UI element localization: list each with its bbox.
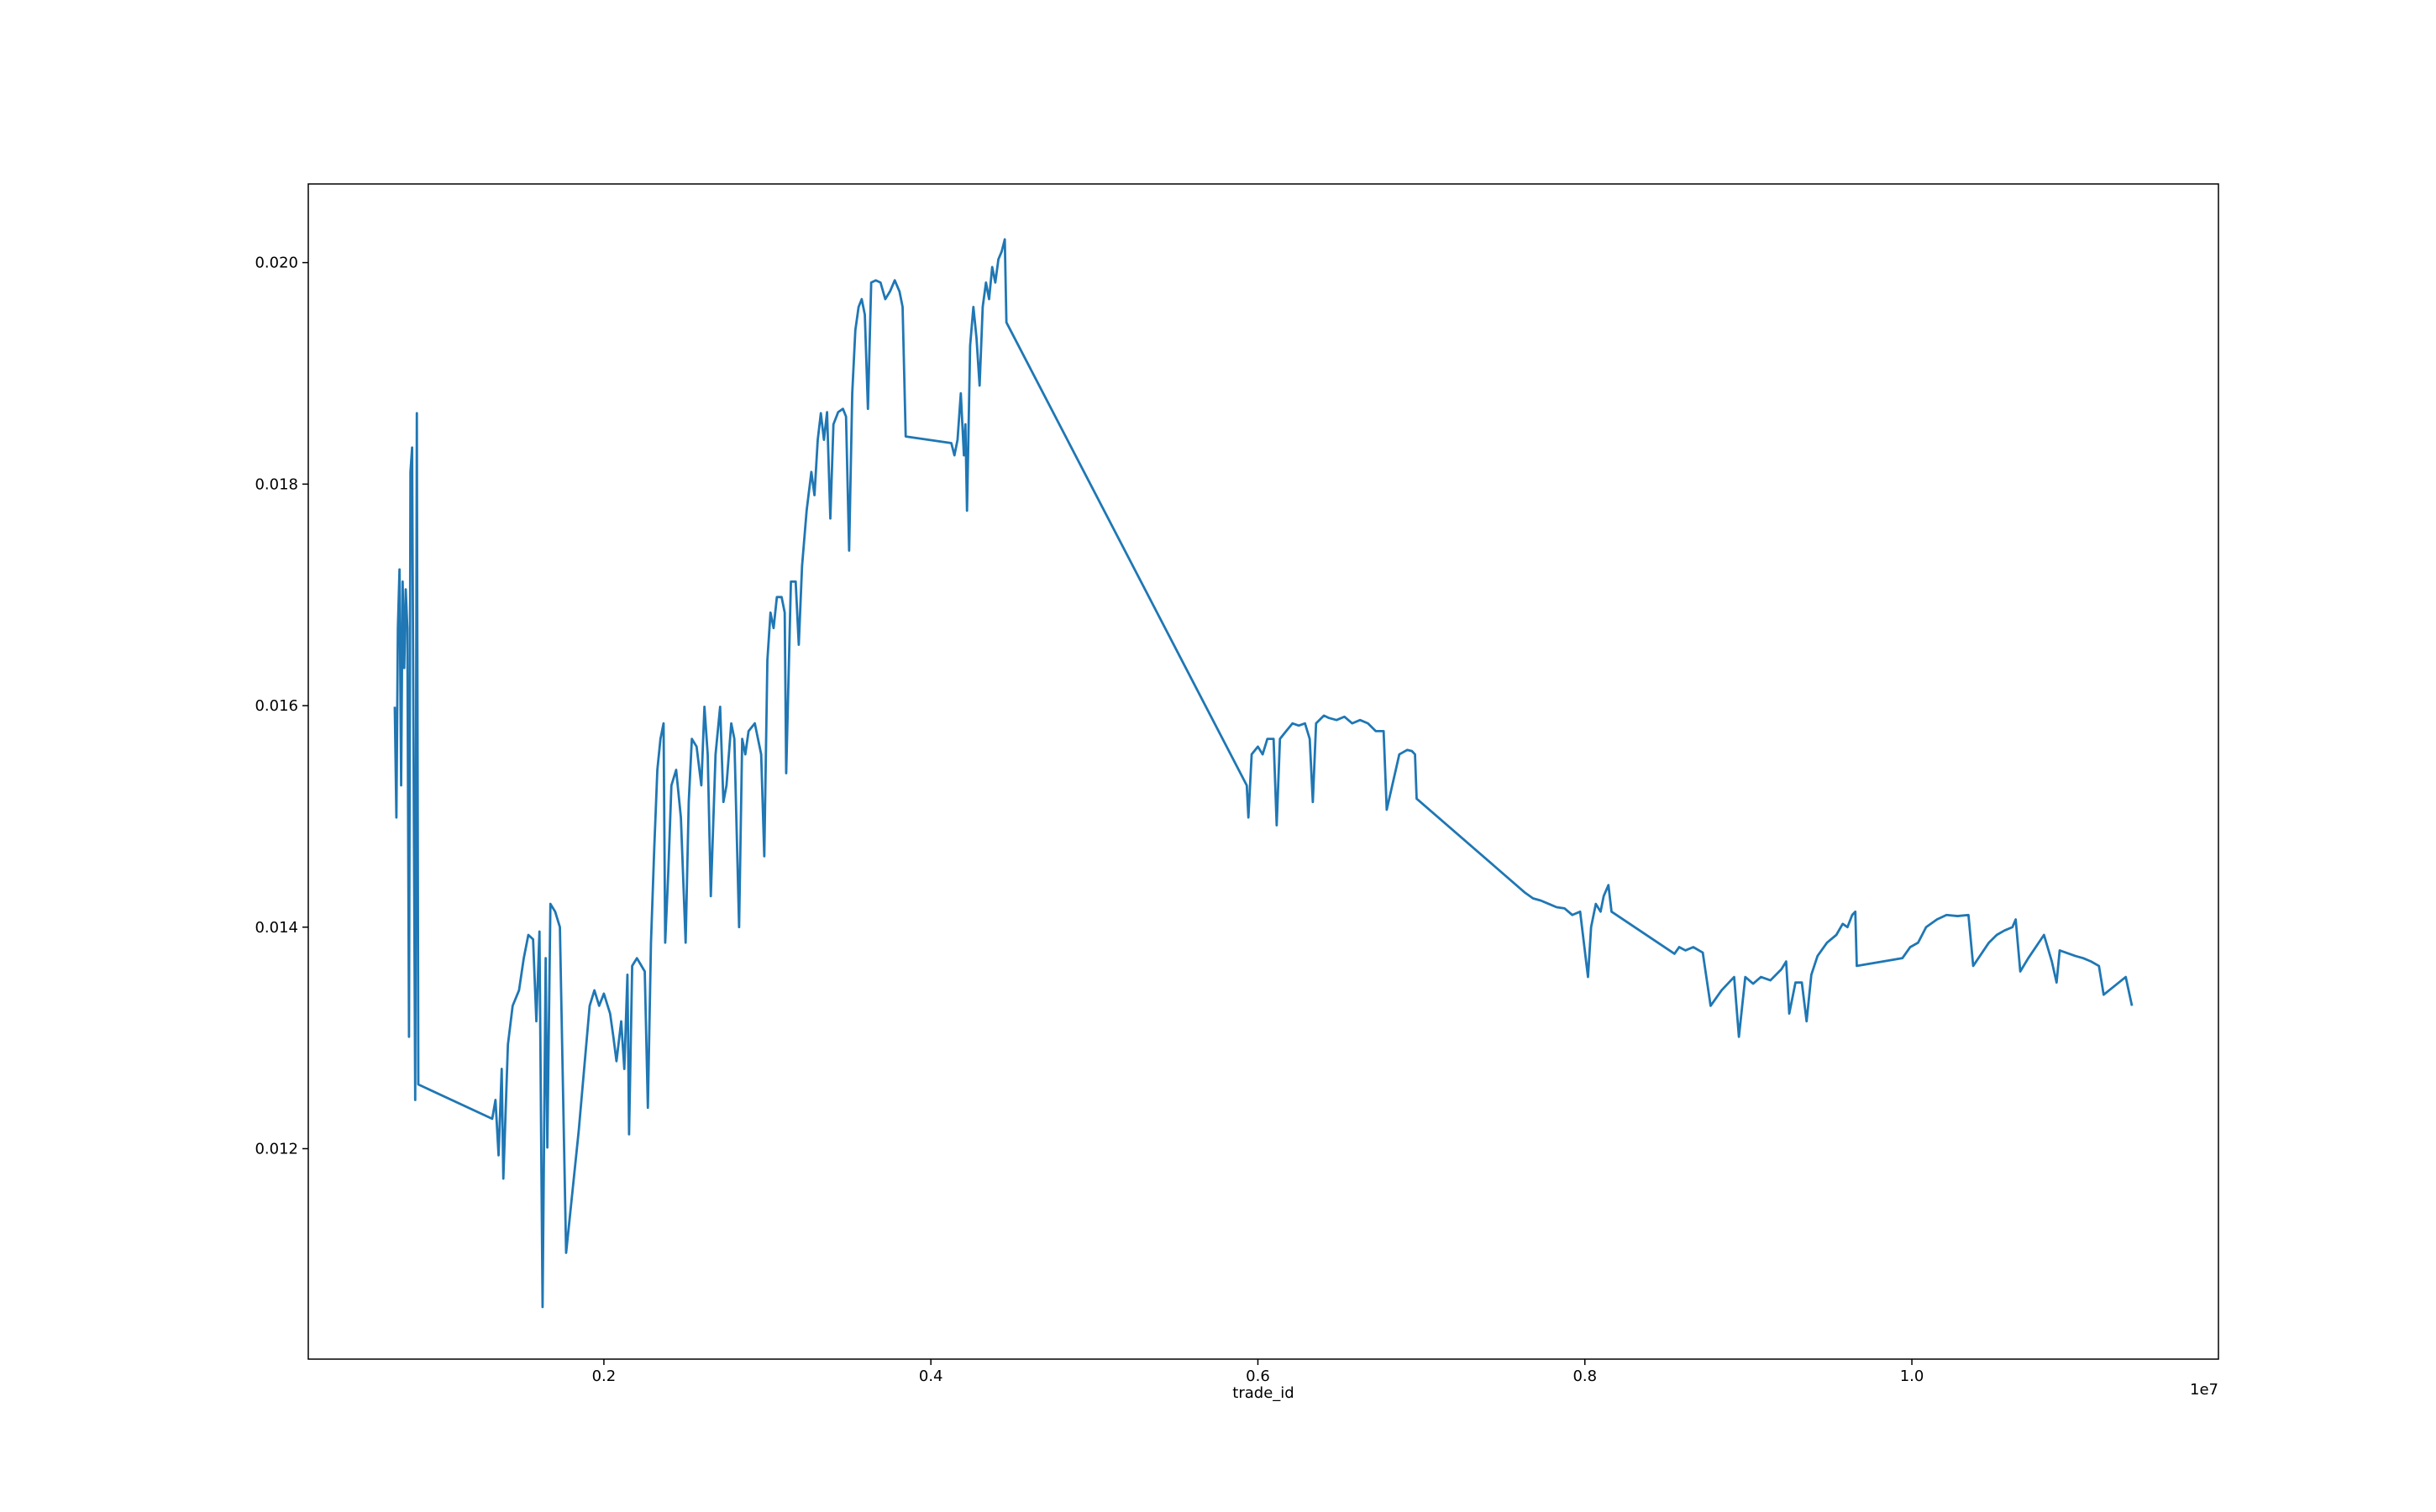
x-axis-label: trade_id — [1232, 1384, 1294, 1402]
x-tick-label: 1.0 — [1900, 1368, 1924, 1385]
y-tick-label: 0.020 — [255, 255, 298, 272]
plot-frame — [307, 183, 2219, 1360]
y-tick-label: 0.014 — [255, 919, 298, 937]
y-tick-label: 0.016 — [255, 697, 298, 715]
x-tick-label: 0.2 — [592, 1368, 617, 1385]
y-tick-label: 0.018 — [255, 475, 298, 493]
data-line — [393, 238, 2134, 1309]
x-offset-label: 1e7 — [2190, 1381, 2218, 1399]
x-tick-label: 0.4 — [919, 1368, 943, 1385]
x-tick-label: 0.8 — [1572, 1368, 1597, 1385]
x-tick-label: 0.6 — [1246, 1368, 1270, 1385]
y-tick-label: 0.012 — [255, 1140, 298, 1158]
